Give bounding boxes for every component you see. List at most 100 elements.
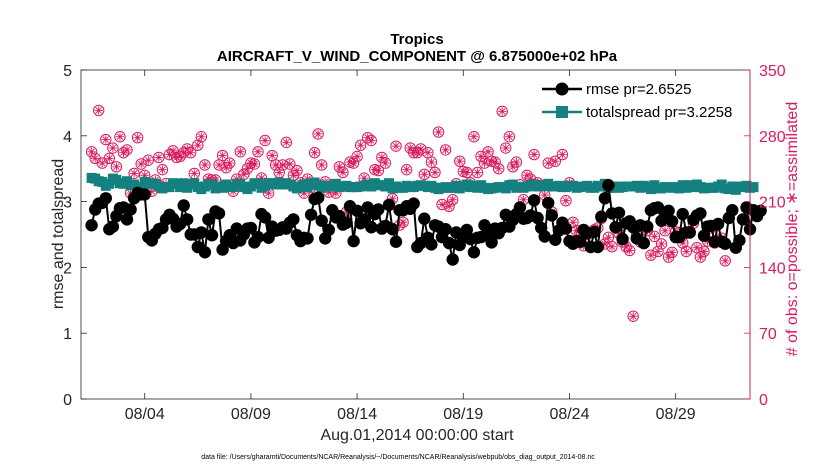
obs-point xyxy=(432,126,445,138)
y2-tick-label: 0 xyxy=(759,392,768,409)
y-tick-label: 1 xyxy=(63,326,72,343)
obs-point xyxy=(131,131,144,144)
obs-point xyxy=(185,147,197,159)
rmse-point xyxy=(683,226,696,239)
rmse-point xyxy=(106,220,120,233)
obs-point xyxy=(662,251,675,263)
rmse-point xyxy=(425,238,438,251)
obs-point xyxy=(156,163,169,176)
rmse-point xyxy=(733,234,746,247)
rmse-point xyxy=(251,230,265,244)
x-tick-label: 08/04 xyxy=(125,406,165,423)
obs-point xyxy=(248,158,261,170)
rmse-point xyxy=(85,219,98,232)
rmse-point xyxy=(542,196,555,210)
y2-tick-label: 70 xyxy=(759,326,777,343)
y-tick-label: 3 xyxy=(63,195,72,212)
obs-point xyxy=(252,146,264,158)
rmse-point xyxy=(340,216,353,229)
legend-spread-text: totalspread pr=3.2258 xyxy=(586,104,732,121)
obs-point xyxy=(418,168,431,181)
obs-point xyxy=(510,156,523,168)
obs-point xyxy=(315,159,328,171)
obs-point xyxy=(390,140,402,152)
rmse-point xyxy=(612,206,626,219)
rmse-point xyxy=(559,222,573,235)
obs-point xyxy=(92,104,105,117)
obs-point xyxy=(128,167,140,180)
x-tick-label: 08/29 xyxy=(656,406,696,423)
rmse-point xyxy=(694,207,707,220)
y-tick-label: 4 xyxy=(63,129,72,146)
obs-point xyxy=(425,156,438,168)
obs-point xyxy=(542,157,554,169)
rmse-point xyxy=(350,204,364,217)
totalspread-point xyxy=(136,182,147,193)
rmse-point xyxy=(315,214,328,227)
y2-tick-label: 210 xyxy=(759,195,786,212)
rmse-point xyxy=(258,211,272,224)
obs-point xyxy=(698,245,710,258)
obs-point xyxy=(567,216,579,228)
rmse-point xyxy=(322,223,335,237)
obs-point xyxy=(103,152,116,165)
obs-point xyxy=(454,155,466,167)
rmse-point xyxy=(616,232,629,246)
obs-point xyxy=(223,157,236,169)
x-tick-label: 08/24 xyxy=(549,406,589,423)
obs-point xyxy=(496,105,508,118)
obs-point xyxy=(652,245,664,258)
obs-point xyxy=(655,238,668,250)
obs-point xyxy=(110,161,123,173)
rmse-point xyxy=(573,235,587,248)
legend: rmse pr=2.6525 totalspread pr=3.2258 xyxy=(535,77,745,127)
obs-point xyxy=(277,159,289,171)
obs-point xyxy=(213,159,225,171)
rmse-point xyxy=(467,246,481,259)
rmse-point xyxy=(545,209,558,222)
obs-point xyxy=(560,194,572,207)
rmse-point xyxy=(205,229,219,242)
legend-rmse-marker xyxy=(555,82,569,96)
obs-point xyxy=(188,167,200,180)
legend-rmse-text: rmse pr=2.6525 xyxy=(586,81,691,98)
rmse-point xyxy=(651,201,665,214)
rmse-point xyxy=(641,220,654,233)
obs-point xyxy=(379,157,392,169)
rmse-point xyxy=(372,203,385,216)
legend-box xyxy=(535,77,745,127)
obs-point xyxy=(216,149,229,162)
legend-spread-marker xyxy=(556,106,568,118)
rmse-point xyxy=(287,213,300,226)
obs-point xyxy=(528,148,540,161)
rmse-point xyxy=(407,197,420,210)
rmse-point xyxy=(513,201,527,214)
obs-point xyxy=(517,194,530,206)
rmse-point xyxy=(347,234,360,248)
rmse-point xyxy=(120,213,134,226)
rmse-point xyxy=(358,213,371,226)
obs-point xyxy=(153,151,165,164)
obs-point xyxy=(266,149,278,162)
rmse-point xyxy=(382,198,396,212)
rmse-point xyxy=(609,221,622,234)
rmse-point xyxy=(99,192,113,205)
rmse-point xyxy=(719,237,732,250)
rmse-point xyxy=(304,208,318,221)
rmse-point xyxy=(736,213,750,226)
rmse-point xyxy=(389,235,403,248)
obs-point xyxy=(422,147,434,159)
obs-point xyxy=(549,155,562,167)
obs-point xyxy=(337,166,349,179)
rmse-point xyxy=(595,210,608,223)
obs-point xyxy=(500,142,512,154)
y2-tick-label: 280 xyxy=(759,129,786,146)
obs-point xyxy=(436,198,448,211)
y-tick-label: 2 xyxy=(63,260,72,277)
obs-point xyxy=(648,230,661,243)
obs-point xyxy=(96,157,108,169)
rmse-point xyxy=(312,191,325,204)
y-axis-label: rmse and totalspread xyxy=(50,159,67,309)
x-tick-label: 08/14 xyxy=(337,406,377,423)
